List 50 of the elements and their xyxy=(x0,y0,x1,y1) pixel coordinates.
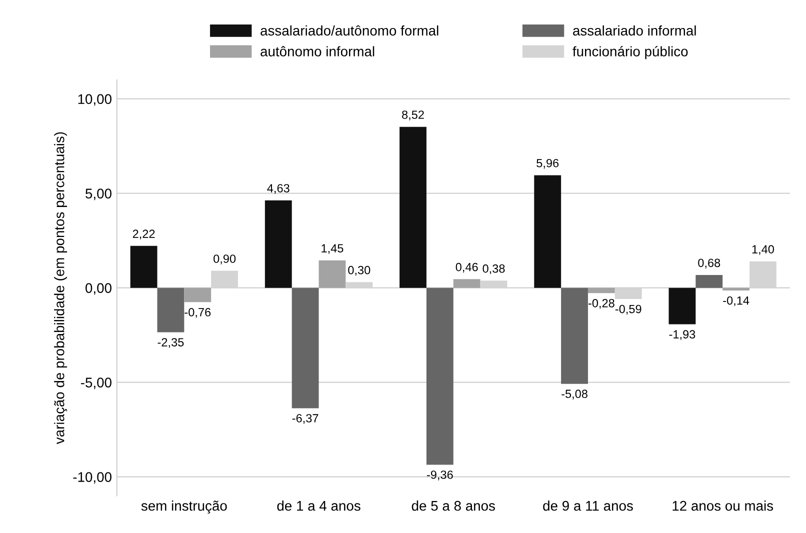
legend-label: assalariado informal xyxy=(573,25,696,36)
bar xyxy=(722,288,750,290)
y-tick-label: 5,00 xyxy=(86,188,112,200)
data-label: 0,68 xyxy=(698,258,720,268)
y-tick-label: -5,00 xyxy=(80,378,112,390)
data-label: -0,59 xyxy=(615,304,642,315)
data-label: 0,38 xyxy=(482,264,505,274)
bar xyxy=(534,175,562,288)
data-label: -0,76 xyxy=(184,308,211,318)
bar xyxy=(668,288,696,324)
data-label: -0,28 xyxy=(588,298,614,309)
bar xyxy=(561,288,588,384)
x-tick-label: 12 anos ou mais xyxy=(672,500,774,511)
bar xyxy=(184,288,212,302)
data-label: 8,52 xyxy=(402,110,424,120)
bar xyxy=(426,288,454,465)
data-label: -0,14 xyxy=(723,296,750,306)
data-label: 2,22 xyxy=(132,230,155,240)
y-tick-label: -10,00 xyxy=(73,472,112,484)
data-label: -6,37 xyxy=(292,414,318,424)
y-tick-label: 10,00 xyxy=(78,94,112,106)
x-tick-label: de 1 a 4 anos xyxy=(277,500,360,511)
bar xyxy=(292,288,319,408)
data-label: 1,40 xyxy=(752,245,774,255)
data-label: 4,63 xyxy=(267,184,290,194)
x-tick-label: de 5 a 8 anos xyxy=(412,500,495,511)
bar xyxy=(318,260,346,288)
bar xyxy=(130,246,158,288)
legend-label: assalariado/autônomo formal xyxy=(260,25,438,36)
bar xyxy=(400,126,426,288)
bar xyxy=(588,288,615,294)
data-label: -2,35 xyxy=(158,338,184,348)
bar xyxy=(453,279,480,288)
data-label: -1,93 xyxy=(669,330,696,340)
x-tick-label: sem instrução xyxy=(141,500,227,514)
data-label: -5,08 xyxy=(562,390,588,400)
legend-label: autônomo informal xyxy=(260,46,374,56)
data-label: 0,46 xyxy=(456,262,478,273)
x-tick-label: de 9 a 11 anos xyxy=(543,500,633,511)
data-label: 0,90 xyxy=(214,254,236,264)
data-label: 1,45 xyxy=(322,244,344,254)
y-tick-label: 0,00 xyxy=(86,283,112,295)
y-axis-title: variação de probabilidade (em pontos percentuais) xyxy=(54,132,68,444)
data-label: 5,96 xyxy=(536,158,559,169)
bar xyxy=(264,200,292,288)
bar xyxy=(696,274,723,288)
data-label: -9,36 xyxy=(426,470,453,480)
legend-label: funcionário público xyxy=(572,46,688,60)
data-label: 0,30 xyxy=(348,266,370,276)
bar xyxy=(157,288,184,332)
